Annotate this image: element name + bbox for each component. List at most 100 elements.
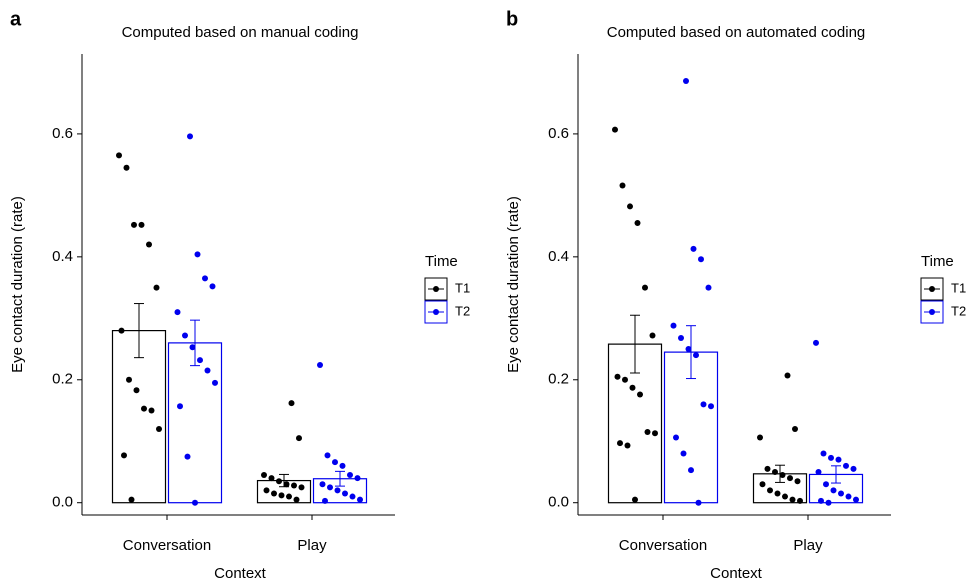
data-point — [118, 327, 125, 334]
y-tick-label: 0.2 — [52, 371, 73, 388]
data-point — [146, 241, 152, 248]
data-point — [690, 245, 697, 252]
data-point — [652, 430, 658, 437]
error-bar — [630, 314, 640, 374]
data-point — [177, 403, 183, 410]
data-point — [357, 496, 363, 503]
data-point — [853, 496, 859, 503]
data-point — [296, 435, 302, 442]
data-point — [187, 133, 193, 140]
data-point — [815, 468, 822, 475]
y-tick-label: 0.2 — [548, 371, 569, 388]
data-point — [693, 352, 699, 359]
data-point — [174, 309, 181, 316]
x-tick-label: Conversation — [123, 537, 211, 554]
bar — [167, 342, 223, 504]
data-point — [291, 482, 297, 489]
data-point — [843, 462, 849, 469]
data-point — [278, 492, 285, 499]
legend-key — [920, 277, 944, 301]
data-point — [182, 332, 188, 339]
data-point — [131, 221, 137, 228]
data-point — [354, 475, 361, 482]
data-point — [779, 472, 786, 479]
data-point — [617, 440, 623, 447]
data-point — [835, 456, 842, 463]
data-point — [680, 450, 687, 457]
data-point — [678, 334, 684, 341]
data-point — [614, 373, 621, 380]
data-point — [845, 493, 852, 500]
panel-label: b — [506, 8, 518, 30]
chart-title: Computed based on automated coding — [607, 24, 866, 41]
error-bar — [831, 465, 841, 484]
data-point — [261, 472, 267, 479]
legend-label: T2 — [455, 303, 470, 318]
data-point — [121, 452, 127, 459]
data-point — [850, 465, 857, 472]
data-point — [317, 362, 323, 369]
panel: b Computed based on automated coding 0.0 0.… — [505, 8, 966, 582]
data-point — [627, 203, 633, 210]
data-point — [637, 391, 643, 398]
legend-key — [424, 277, 448, 301]
data-point — [204, 367, 211, 374]
data-point — [156, 425, 162, 432]
legend-key — [920, 300, 944, 324]
data-point — [767, 487, 773, 494]
data-point — [116, 152, 122, 159]
data-point — [764, 465, 771, 472]
data-point — [192, 499, 198, 506]
data-point — [148, 407, 155, 414]
legend-title: Time — [921, 253, 954, 270]
data-point — [789, 496, 796, 503]
data-point — [823, 481, 829, 488]
data-point — [298, 484, 305, 491]
data-point — [286, 493, 292, 500]
data-point — [128, 496, 135, 503]
chart-title: Computed based on manual coding — [122, 24, 359, 41]
data-point — [339, 462, 346, 469]
data-point — [688, 467, 694, 474]
data-point — [813, 339, 819, 346]
legend-key — [424, 300, 448, 324]
data-point — [622, 376, 628, 383]
legend-dot — [929, 286, 935, 292]
y-axis-label: Eye contact duration (rate) — [505, 196, 522, 373]
legend-title: Time — [425, 253, 458, 270]
data-point — [828, 454, 834, 461]
data-point — [830, 487, 837, 494]
data-point — [612, 126, 618, 133]
data-point — [642, 284, 648, 291]
data-point — [141, 405, 147, 412]
data-point — [202, 275, 208, 282]
y-axis-label: Eye contact duration (rate) — [9, 196, 26, 373]
y-tick-label: 0.6 — [52, 125, 73, 142]
data-point — [126, 376, 132, 383]
x-tick-label: Conversation — [619, 537, 707, 554]
data-point — [184, 453, 191, 460]
data-point — [619, 182, 626, 189]
x-axis-label: Context — [710, 565, 763, 582]
data-point — [133, 387, 140, 394]
data-point — [838, 490, 844, 497]
data-point — [153, 284, 160, 291]
data-point — [818, 497, 824, 504]
legend-dot — [929, 309, 935, 315]
data-point — [212, 379, 218, 386]
data-point — [342, 490, 348, 497]
data-point — [123, 164, 130, 171]
panel-label: a — [10, 8, 22, 30]
data-point — [759, 481, 766, 488]
legend-dot — [433, 309, 439, 315]
data-point — [794, 478, 801, 485]
data-point — [632, 496, 638, 503]
data-point — [209, 283, 216, 290]
error-bar — [335, 470, 345, 487]
data-point — [138, 221, 145, 228]
error-bar — [190, 319, 200, 367]
data-point — [683, 78, 689, 85]
legend-dot — [433, 286, 439, 292]
